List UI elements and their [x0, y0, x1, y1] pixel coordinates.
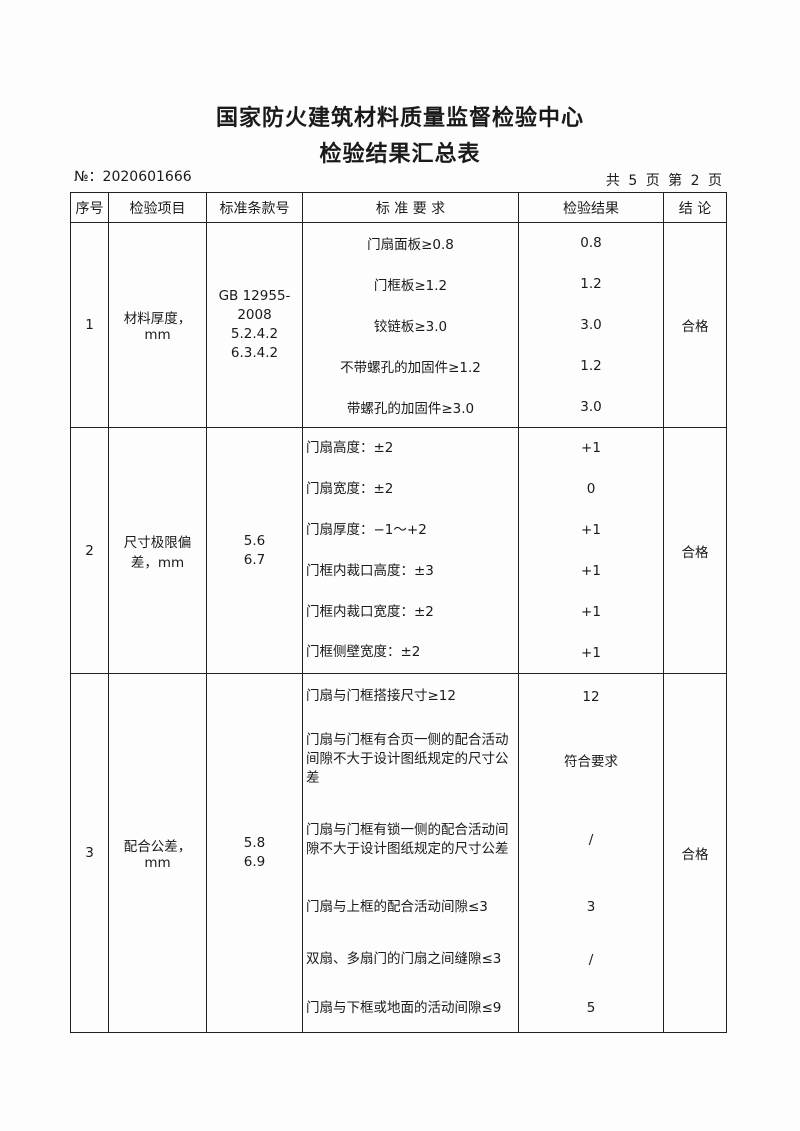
table-row: 门扇厚度：−1～+2 +1	[71, 509, 727, 551]
test-result: 5	[518, 984, 664, 1033]
requirement: 门扇高度：±2	[302, 427, 519, 469]
test-result: +1	[518, 509, 664, 551]
row-number: 3	[70, 673, 109, 1033]
table-row: 双扇、多扇门的门扇之间缝隙≤3/	[71, 934, 727, 985]
standard-clause: GB 12955-2008 5.2.4.2 6.3.4.2	[206, 222, 303, 428]
requirement: 门扇宽度：±2	[302, 468, 519, 510]
test-result: 符合要求	[518, 719, 664, 800]
table-row: 门扇与门框有锁一侧的配合活动间隙不大于设计图纸规定的尺寸公差 /	[71, 799, 727, 880]
table-header: 序号 检验项目 标准条款号 标 准 要 求 检验结果 结 论	[70, 192, 727, 223]
standard-clause: 5.6 6.7	[206, 427, 303, 674]
table-row: 门扇与门框有合页一侧的配合活动间隙不大于设计图纸规定的尺寸公差 符合要求	[71, 719, 727, 800]
table-row: 门扇与下框或地面的活动间隙≤9 5	[71, 984, 727, 1033]
test-result: 3.0	[518, 386, 664, 428]
standard-clause: 5.8 6.9	[206, 673, 303, 1033]
requirement: 门框侧壁宽度：±2	[302, 632, 519, 674]
requirement: 门扇与门框有合页一侧的配合活动间隙不大于设计图纸规定的尺寸公差	[302, 719, 519, 800]
requirement: 门框板≥1.2	[302, 263, 519, 305]
test-result: +1	[518, 427, 664, 469]
requirement: 双扇、多扇门的门扇之间缝隙≤3	[302, 934, 519, 985]
test-result: 3	[518, 879, 664, 935]
row-number: 1	[70, 222, 109, 428]
header-cell: 标准条款号	[206, 192, 303, 223]
results-table: 序号 检验项目 标准条款号 标 准 要 求 检验结果 结 论 1 材料厚度，mm G…	[70, 192, 727, 1033]
table-row: 门框内裁口宽度：±2 +1	[71, 591, 727, 633]
document-title: 国家防火建筑材料质量监督检验中心	[215, 106, 584, 131]
test-result: /	[518, 799, 664, 880]
requirement: 门框内裁口宽度：±2	[302, 591, 519, 633]
test-result: +1	[518, 591, 664, 633]
requirement: 铰链板≥3.0	[302, 304, 519, 346]
table-row: 门框内裁口高度：±3 +1	[71, 550, 727, 592]
row-number: 2	[70, 427, 109, 674]
test-item: 尺寸极限偏差，mm	[108, 427, 207, 674]
header-cell: 标 准 要 求	[302, 192, 519, 223]
test-result: 0	[518, 468, 664, 510]
table-row: 门框侧壁宽度：±2 +1	[71, 632, 727, 674]
requirement: 门扇与上框的配合活动间隙≤3	[302, 879, 519, 935]
requirement: 带螺孔的加固件≥3.0	[302, 386, 519, 428]
requirement: 门扇与门框有锁一侧的配合活动间隙不大于设计图纸规定的尺寸公差	[302, 799, 519, 880]
table-row: 带螺孔的加固件≥3.0 3.0	[71, 386, 727, 428]
table-row: 门扇宽度：±2 0	[71, 468, 727, 510]
header-cell: 检验项目	[108, 192, 207, 223]
requirement: 门扇与门框搭接尺寸≥12	[302, 673, 519, 720]
table-row: 1 材料厚度，mm GB 12955-2008 5.2.4.2 6.3.4.2 门扇面…	[70, 222, 727, 428]
test-item: 材料厚度，mm	[108, 222, 207, 428]
conclusion: 合格	[663, 427, 727, 674]
test-result: /	[518, 934, 664, 985]
requirement: 门框内裁口高度：±3	[302, 550, 519, 592]
test-result: 12	[518, 673, 664, 720]
table-row: 3 配合公差，mm 5.8 6.9 门扇与门框搭接尺寸≥12 12 合格	[70, 673, 727, 1033]
test-result: 3.0	[518, 304, 664, 346]
table-row: 门框板≥1.2 1.2	[71, 263, 727, 305]
conclusion: 合格	[663, 222, 727, 428]
test-result: 1.2	[518, 345, 664, 387]
header-cell: 检验结果	[518, 192, 664, 223]
table-row: 2 尺寸极限偏差，mm 5.6 6.7 门扇高度：±2 +1 合格	[70, 427, 727, 674]
requirement: 不带螺孔的加固件≥1.2	[302, 345, 519, 387]
conclusion: 合格	[663, 673, 727, 1033]
requirement: 门扇厚度：−1～+2	[302, 509, 519, 551]
test-result: +1	[518, 632, 664, 674]
test-result: +1	[518, 550, 664, 592]
table-row: 不带螺孔的加固件≥1.2 1.2	[71, 345, 727, 387]
test-item: 配合公差，mm	[108, 673, 207, 1033]
test-result: 0.8	[518, 222, 664, 264]
table-row: 铰链板≥3.0 3.0	[71, 304, 727, 346]
header-cell: 结 论	[663, 192, 727, 223]
page-info: 共 5 页 第 2 页	[605, 173, 724, 189]
report-number: №：2020601666	[74, 169, 192, 185]
requirement: 门扇与下框或地面的活动间隙≤9	[302, 984, 519, 1033]
document-subtitle: 检验结果汇总表	[319, 142, 481, 167]
header-cell: 序号	[70, 192, 109, 223]
table-row: 门扇与上框的配合活动间隙≤3 3	[71, 879, 727, 935]
test-result: 1.2	[518, 263, 664, 305]
requirement: 门扇面板≥0.8	[302, 222, 519, 264]
